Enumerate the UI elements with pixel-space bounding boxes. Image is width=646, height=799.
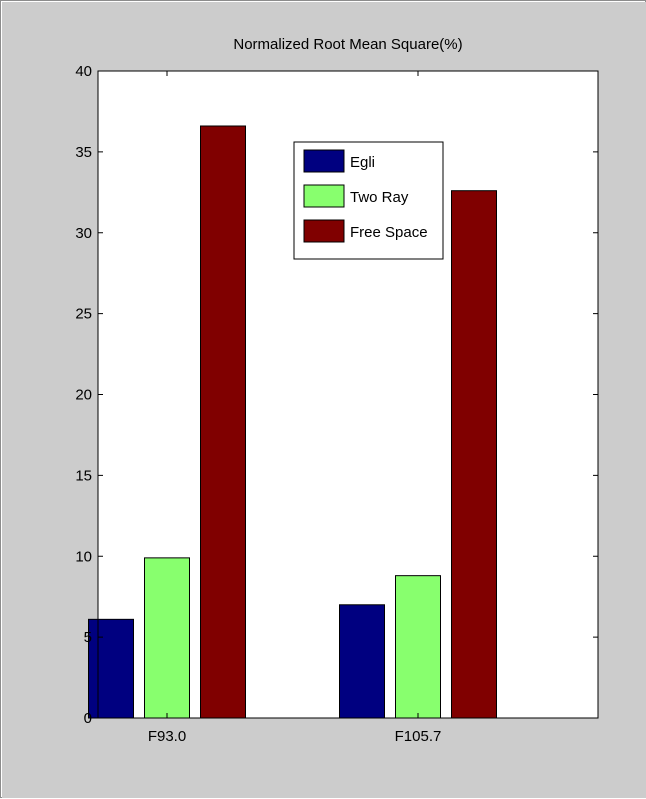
bars-layer [88, 125, 497, 719]
bar-egli-f105-7 [339, 604, 385, 719]
y-tick-label: 15 [75, 467, 92, 484]
bar-two-ray-f105-7 [395, 575, 441, 719]
y-tick-label: 0 [84, 710, 92, 727]
legend-label: Two Ray [350, 189, 409, 206]
bar-free-space-f105-7 [451, 190, 497, 719]
legend-swatch-egli [303, 149, 345, 173]
x-tick-label: F105.7 [395, 728, 442, 745]
legend-label: Free Space [350, 224, 428, 241]
legend-label: Egli [350, 154, 375, 171]
bar-free-space-f93-0 [200, 125, 246, 719]
legend-swatch-two-ray [303, 184, 345, 208]
y-tick-label: 25 [75, 306, 92, 323]
bar-two-ray-f93-0 [144, 557, 190, 719]
legend: Egli Two Ray Free Space [293, 141, 444, 260]
y-tick-label: 40 [75, 63, 92, 80]
x-tick-label: F93.0 [148, 728, 186, 745]
bar-egli-f93-0 [88, 618, 134, 719]
legend-swatch-free-space [303, 219, 345, 243]
y-tick-label: 35 [75, 144, 92, 161]
x-axis-ticks: F93.0 F105.7 [148, 71, 442, 745]
chart-title: Normalized Root Mean Square(%) [233, 36, 462, 53]
y-tick-label: 5 [84, 629, 92, 646]
y-tick-label: 20 [75, 387, 92, 404]
y-tick-label: 30 [75, 225, 92, 242]
y-axis-ticks: 0 5 10 15 20 25 30 35 40 [75, 63, 598, 727]
y-tick-label: 10 [75, 548, 92, 565]
